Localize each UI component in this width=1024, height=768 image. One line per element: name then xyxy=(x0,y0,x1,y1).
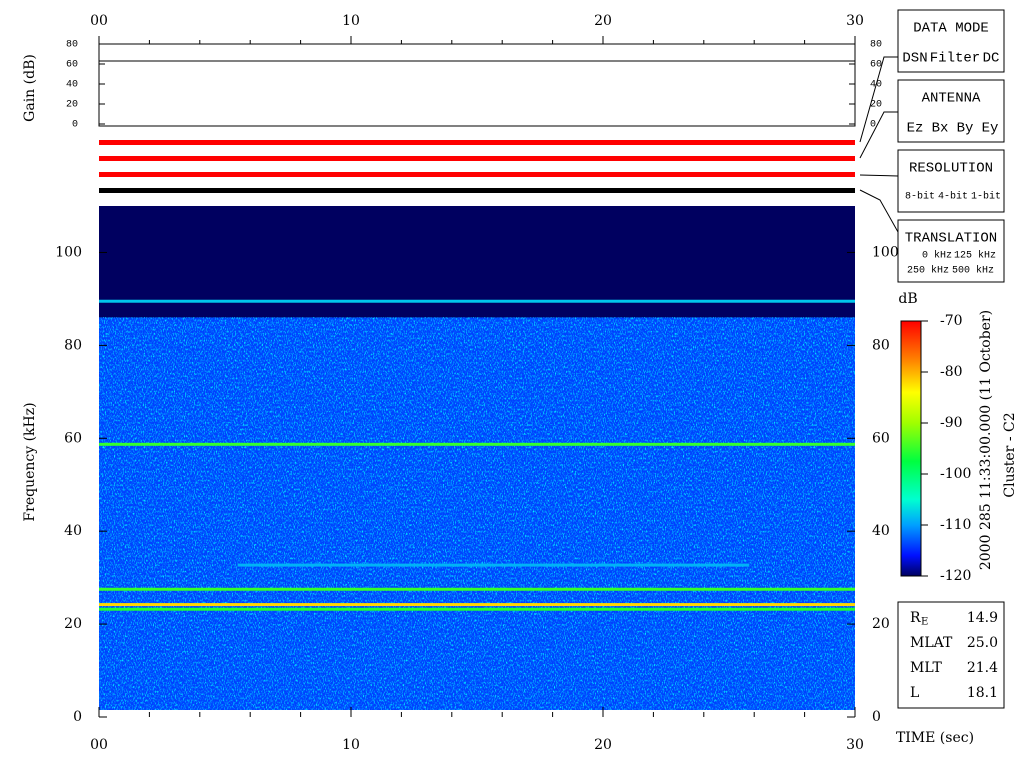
ephemeris-box xyxy=(897,601,1005,709)
gain-tick-label-right: 20 xyxy=(870,100,882,111)
y-tick-label-right: 60 xyxy=(872,430,890,446)
legend-box xyxy=(897,149,1005,213)
connector xyxy=(859,174,899,177)
ephemeris-label: R xyxy=(910,610,921,626)
legend-item: Ey xyxy=(982,121,999,137)
gain-tick-label: 40 xyxy=(66,80,78,91)
x-axis-label: TIME (sec) xyxy=(896,730,974,746)
emission-line xyxy=(99,603,855,607)
gain-tick-label-right: 0 xyxy=(870,120,876,131)
y-tick-label-right: 80 xyxy=(872,337,890,353)
colorbar-label: dB xyxy=(898,291,917,307)
emission-line xyxy=(99,442,855,446)
legend-title: TRANSLATION xyxy=(905,231,997,247)
gain-tick-label: 20 xyxy=(66,100,78,111)
x-tick-label-top: 00 xyxy=(90,13,108,29)
emission-line xyxy=(99,299,855,303)
colorbar-tick-label: -100 xyxy=(940,466,971,482)
x-tick-label: 10 xyxy=(342,737,360,753)
status-bar xyxy=(99,172,855,177)
y-tick-label: 20 xyxy=(64,616,82,632)
status-bar xyxy=(99,188,855,193)
y-axis-label: Frequency (kHz) xyxy=(22,402,38,521)
gain-label: Gain (dB) xyxy=(22,54,38,122)
legend-item: DSN xyxy=(902,51,927,67)
connector xyxy=(859,56,898,143)
y-tick-label: 40 xyxy=(64,523,82,539)
time-stamp: 2000 285 11:33:00.000 (11 October) xyxy=(978,310,994,570)
legend-title: DATA MODE xyxy=(913,21,989,37)
colorbar-tick-label: -70 xyxy=(940,313,963,329)
y-tick-label: 60 xyxy=(64,430,82,446)
ephemeris-value: 25.0 xyxy=(967,635,998,651)
legend-item: 4-bit xyxy=(938,191,968,203)
colorbar-tick-label: -120 xyxy=(940,568,971,584)
y-tick-label-right: 20 xyxy=(872,616,890,632)
legend-item: 125 kHz xyxy=(954,250,996,262)
emission-line xyxy=(237,563,750,567)
emission-line xyxy=(99,587,855,591)
x-tick-label-top: 20 xyxy=(594,13,612,29)
x-tick-label: 30 xyxy=(846,737,864,753)
gain-tick-label: 80 xyxy=(66,40,78,51)
legend-title: RESOLUTION xyxy=(909,161,993,177)
legend-item: By xyxy=(957,121,974,137)
x-tick-label: 00 xyxy=(90,737,108,753)
gain-tick-label-right: 60 xyxy=(870,60,882,71)
status-bar xyxy=(99,156,855,161)
ephemeris-value: 18.1 xyxy=(967,685,998,701)
connector xyxy=(859,111,898,159)
y-tick-label: 0 xyxy=(73,709,82,725)
ephemeris-label: L xyxy=(910,685,919,701)
legend-item: 0 kHz xyxy=(922,250,952,262)
colorbar-tick-label: -90 xyxy=(940,415,963,431)
colorbar xyxy=(900,320,922,577)
legend-title: ANTENNA xyxy=(922,91,981,107)
ephemeris-label: MLAT xyxy=(910,635,953,651)
x-tick-label-top: 10 xyxy=(342,13,360,29)
status-bar xyxy=(99,140,855,145)
legend-item: 8-bit xyxy=(905,191,935,203)
spacecraft: Cluster - C2 xyxy=(1002,412,1018,497)
y-tick-label-right: 0 xyxy=(872,709,881,725)
gain-panel xyxy=(98,43,856,127)
ephemeris-label: MLT xyxy=(910,660,942,676)
colorbar-tick-label: -80 xyxy=(940,364,963,380)
legend-item: 250 kHz xyxy=(907,265,949,277)
y-tick-label-right: 100 xyxy=(872,244,899,260)
colorbar-tick-label: -110 xyxy=(940,517,971,533)
legend-box xyxy=(897,219,1005,283)
legend-item: 500 kHz xyxy=(952,265,994,277)
legend-item: Bx xyxy=(932,121,949,137)
x-tick-label: 20 xyxy=(594,737,612,753)
noise-texture xyxy=(99,317,855,710)
ephemeris-value: 21.4 xyxy=(967,660,998,676)
connector xyxy=(859,189,899,233)
emission-line xyxy=(99,607,855,611)
gain-tick-label: 0 xyxy=(72,120,78,131)
x-tick-label-top: 30 xyxy=(846,13,864,29)
ephemeris-subscript: E xyxy=(921,617,928,628)
gain-tick-label-right: 80 xyxy=(870,40,882,51)
legend-item: Filter xyxy=(930,51,980,67)
legend-item: Ez xyxy=(907,121,924,137)
gain-tick-label-right: 40 xyxy=(870,80,882,91)
gain-tick-label: 60 xyxy=(66,60,78,71)
y-tick-label: 80 xyxy=(64,337,82,353)
legend-item: 1-bit xyxy=(971,191,1001,203)
spectrogram-band xyxy=(99,206,855,318)
ephemeris-value: 14.9 xyxy=(967,610,998,626)
legend-box xyxy=(897,9,1005,73)
y-tick-label: 100 xyxy=(55,244,82,260)
y-tick-label-right: 40 xyxy=(872,523,890,539)
legend-box xyxy=(897,79,1005,143)
legend-item: DC xyxy=(983,51,1000,67)
spectrogram-image xyxy=(99,206,855,710)
